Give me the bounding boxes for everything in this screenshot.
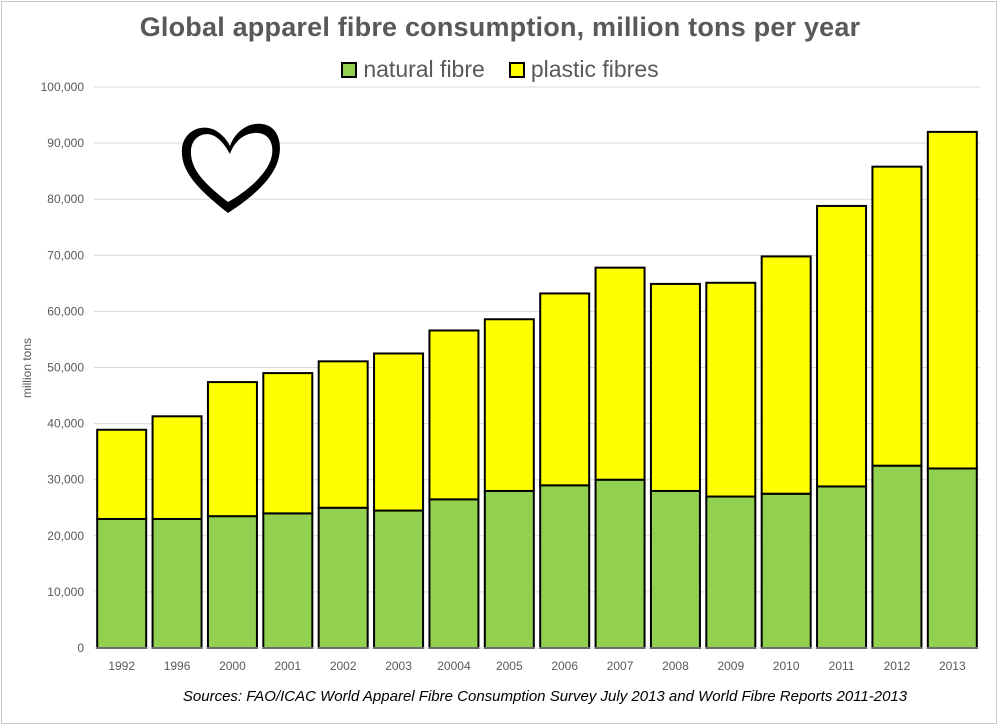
y-tick-label: 100,000	[41, 80, 85, 94]
y-tick-label: 10,000	[47, 585, 84, 599]
bar-natural-fibre	[483, 489, 535, 650]
bars	[96, 130, 978, 650]
bar-natural-fibre	[705, 495, 757, 649]
bar-natural-fibre	[539, 484, 591, 649]
bar-plastic-fibres	[594, 266, 646, 481]
bar-natural-fibre	[594, 478, 646, 650]
bar-plastic-fibres	[539, 292, 591, 487]
heart-icon	[181, 123, 280, 213]
bar-plastic-fibres	[816, 204, 868, 488]
x-tick-label: 2009	[717, 659, 744, 673]
x-tick-label: 2008	[662, 659, 689, 673]
bar-plastic-fibres	[96, 428, 148, 520]
bar-natural-fibre	[262, 512, 314, 649]
x-tick-label: 2001	[274, 659, 301, 673]
x-tick-label: 2006	[551, 659, 578, 673]
bar-plastic-fibres	[262, 372, 314, 515]
y-tick-label: 90,000	[47, 136, 84, 150]
bar-plastic-fibres	[871, 165, 923, 467]
legend-swatch-natural	[341, 61, 358, 78]
bar-natural-fibre	[760, 492, 812, 649]
bar-natural-fibre	[373, 509, 425, 649]
x-tick-label: 2005	[496, 659, 523, 673]
x-tick-label: 1992	[108, 659, 135, 673]
bar-natural-fibre	[151, 517, 203, 649]
x-tick-label: 2002	[330, 659, 357, 673]
y-tick-label: 50,000	[47, 361, 84, 375]
y-tick-label: 60,000	[47, 304, 84, 318]
y-tick-label: 80,000	[47, 192, 84, 206]
legend-label-natural: natural fibre	[363, 56, 485, 82]
y-tick-label: 70,000	[47, 248, 84, 262]
bar-plastic-fibres	[373, 352, 425, 512]
y-tick-label: 30,000	[47, 473, 84, 487]
x-tick-label: 2003	[385, 659, 412, 673]
sources-note: Sources: FAO/ICAC World Apparel Fibre Co…	[182, 688, 908, 705]
y-tick-label: 40,000	[47, 417, 84, 431]
chart-title: Global apparel fibre consumption, millio…	[139, 12, 861, 42]
x-tick-label: 2012	[884, 659, 911, 673]
legend-swatch-plastic	[508, 61, 525, 78]
bar-natural-fibre	[206, 515, 258, 649]
bar-natural-fibre	[428, 498, 480, 649]
bar-plastic-fibres	[428, 329, 480, 501]
textilebeat-logo	[176, 118, 286, 218]
bar-plastic-fibres	[649, 282, 701, 492]
y-tick-label: 0	[77, 641, 84, 655]
x-tick-label: 1996	[164, 659, 191, 673]
bar-plastic-fibres	[151, 415, 203, 520]
bar-plastic-fibres	[206, 381, 258, 518]
x-tick-label: 2010	[773, 659, 800, 673]
x-tick-label: 2007	[607, 659, 634, 673]
bar-natural-fibre	[816, 485, 868, 649]
bar-plastic-fibres	[926, 130, 978, 470]
bar-natural-fibre	[317, 506, 369, 649]
legend-item-plastic: plastic fibres	[508, 56, 659, 83]
y-axis-label: million tons	[20, 338, 34, 398]
legend-item-natural: natural fibre	[341, 56, 485, 83]
legend-label-plastic: plastic fibres	[530, 56, 659, 82]
bar-plastic-fibres	[317, 360, 369, 509]
bar-plastic-fibres	[760, 255, 812, 495]
bar-natural-fibre	[96, 517, 148, 649]
x-tick-label: 2011	[829, 659, 855, 673]
bar-natural-fibre	[871, 464, 923, 649]
y-tick-label: 20,000	[47, 529, 84, 543]
x-tick-label: 2013	[939, 659, 966, 673]
x-tick-label: 2000	[219, 659, 246, 673]
bar-plastic-fibres	[483, 318, 535, 492]
bar-natural-fibre	[926, 467, 978, 650]
bar-plastic-fibres	[705, 281, 757, 498]
x-tick-label: 20004	[437, 659, 471, 673]
bar-natural-fibre	[649, 489, 701, 650]
legend: natural fibre plastic fibres	[0, 56, 1000, 83]
axes: 0 10,000 20,000 30,000 40,000 50,000 60,000 70,…	[41, 80, 980, 673]
